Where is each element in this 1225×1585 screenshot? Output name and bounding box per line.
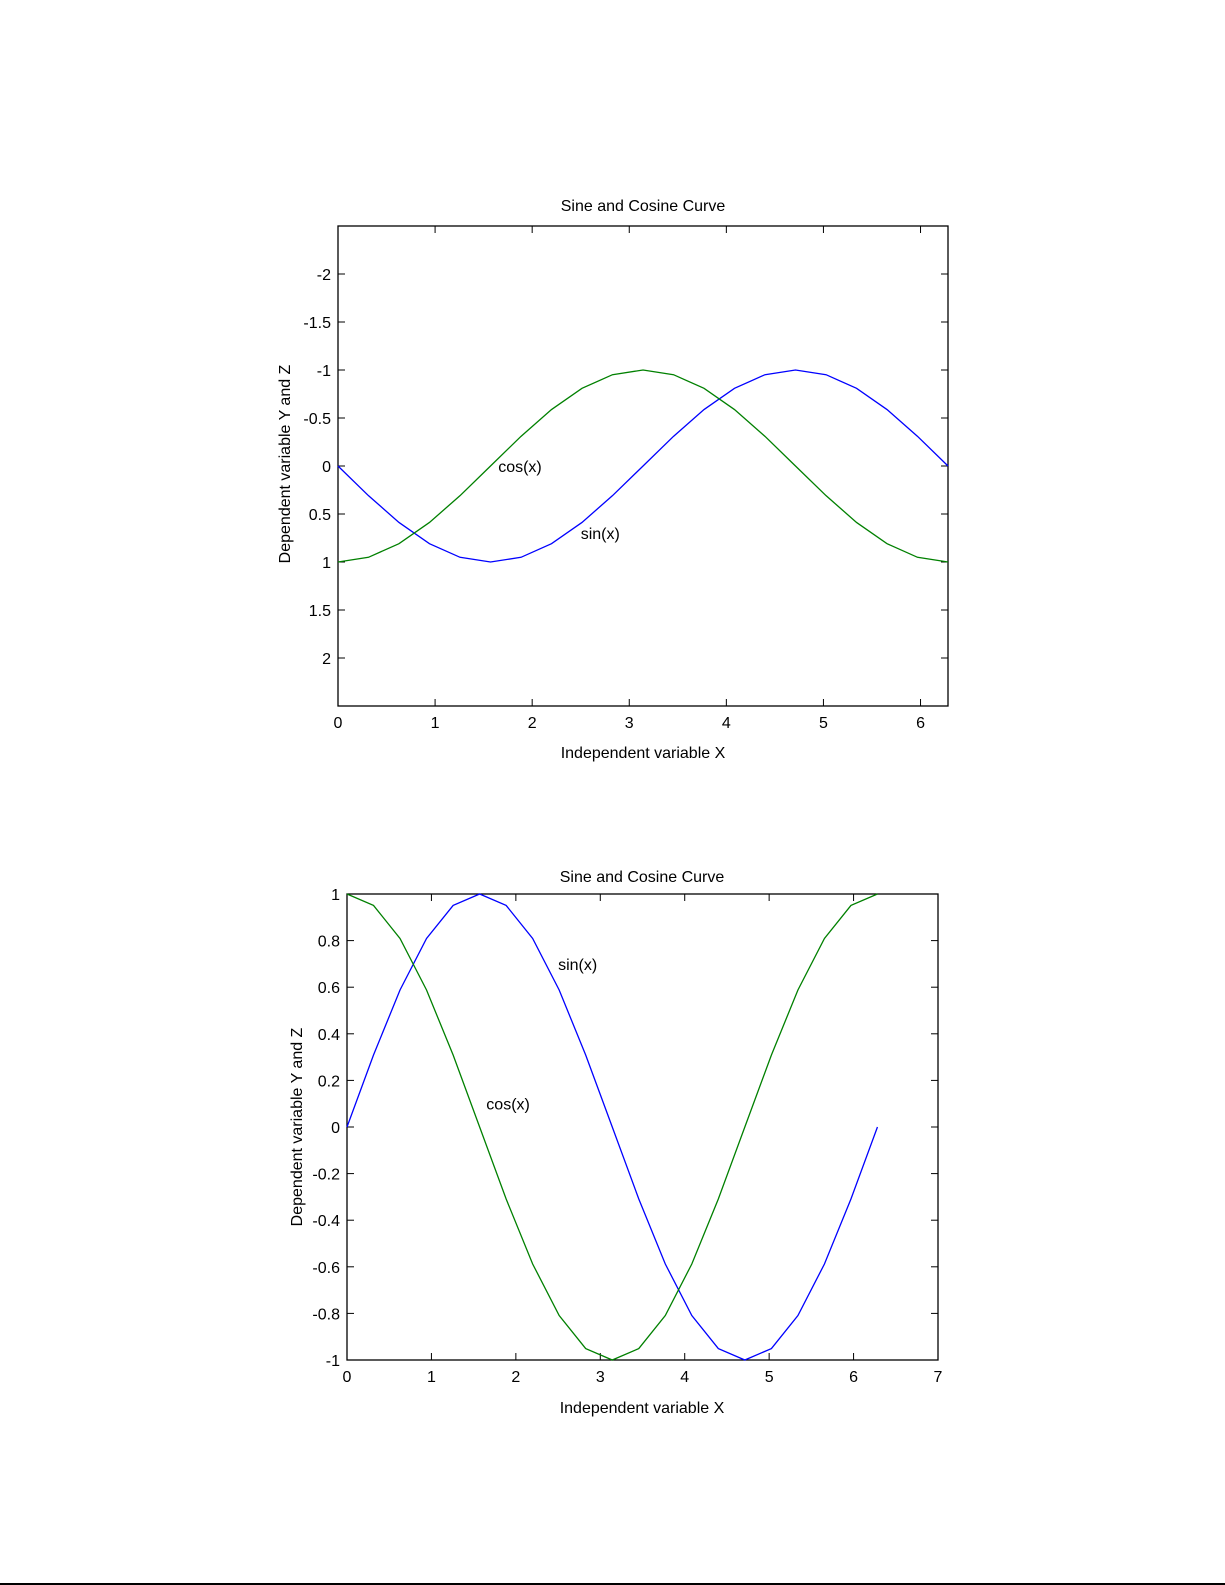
chart-2-annotation-sinx: sin(x) [558,957,597,974]
chart-2-ytick-label: -1 [326,1353,340,1370]
chart-2-ytick-label: -0.4 [312,1213,340,1230]
chart-1: Sine and Cosine Curve Independent variab… [277,198,949,762]
chart-2-xtick-label: 5 [765,1369,774,1386]
chart-1-xtick-label: 4 [722,715,731,732]
chart-1-xtick-label: 6 [916,715,925,732]
chart-2-plot-area: 0 1 2 3 4 5 6 7 -1 -0.8 -0.6 -0.4 -0.2 0 0.2 0.4 0.6 0.8 1… [312,887,942,1386]
chart-2-xtick-label: 1 [427,1369,436,1386]
chart-1-ytick-label: -0.5 [303,411,331,428]
chart-1-xtick-label: 2 [528,715,537,732]
chart-2-ytick-label: 0.4 [318,1027,340,1044]
chart-1-ylabel: Dependent variable Y and Z [277,364,294,563]
chart-2-ytick-label: -0.6 [312,1260,340,1277]
chart-2-xtick-label: 3 [596,1369,605,1386]
chart-2-ytick-label: -0.2 [312,1167,340,1184]
chart-2-ytick-label: -0.8 [312,1306,340,1323]
chart-2-xtick-label: 6 [849,1369,858,1386]
chart-2-xtick-label: 2 [511,1369,520,1386]
chart-2-series-cosx-line [346,893,878,1361]
chart-2-xlabel: Independent variable X [560,1400,725,1417]
chart-1-ytick-label: -1.5 [303,315,331,332]
chart-2-annotation-cosx: cos(x) [486,1097,530,1114]
chart-2-title: Sine and Cosine Curve [560,869,725,886]
chart-2-ytick-label: 1 [331,887,340,904]
chart-1-ytick-label: 2 [322,651,331,668]
chart-1-ytick-label: 1 [322,555,331,572]
chart-2-series-sinx-line [346,893,879,1361]
chart-1-plot-area: 0 1 2 3 4 5 6 -2 -1.5 -1 -0.5 0 0.5 1 1.5 2 cos(x) sin(x) [303,225,949,732]
page-bottom-rule [0,1583,1225,1585]
chart-2-ytick-label: 0 [331,1120,340,1137]
chart-1-xtick-label: 5 [819,715,828,732]
chart-2-ytick-label: 0.2 [318,1073,340,1090]
chart-2-ytick-label: 0.6 [318,980,340,997]
chart-1-ytick-label: 0.5 [309,507,331,524]
chart-1-annotation-cosx: cos(x) [498,459,542,476]
chart-2-xtick-label: 7 [934,1369,943,1386]
chart-2-ytick-label: 0.8 [318,934,340,951]
chart-1-series-cosx-line [337,369,949,563]
chart-2-axes-box [346,893,939,1361]
chart-2-ylabel: Dependent variable Y and Z [289,1027,306,1226]
chart-1-ytick-label: 1.5 [309,603,331,620]
chart-1-xtick-label: 3 [625,715,634,732]
chart-1-ytick-label: 0 [322,459,331,476]
chart-1-title: Sine and Cosine Curve [561,198,726,215]
chart-1-xtick-label: 1 [431,715,440,732]
chart-1-ytick-label: -1 [317,363,331,380]
chart-1-annotation-sinx: sin(x) [581,526,620,543]
chart-2-xtick-label: 0 [343,1369,352,1386]
chart-1-xtick-label: 0 [334,715,343,732]
chart-1-ytick-label: -2 [317,267,331,284]
chart-1-series-sinx-line [337,369,949,563]
chart-2-xtick-label: 4 [680,1369,689,1386]
chart-1-xlabel: Independent variable X [561,745,726,762]
chart-2: Sine and Cosine Curve Independent variab… [289,869,943,1417]
